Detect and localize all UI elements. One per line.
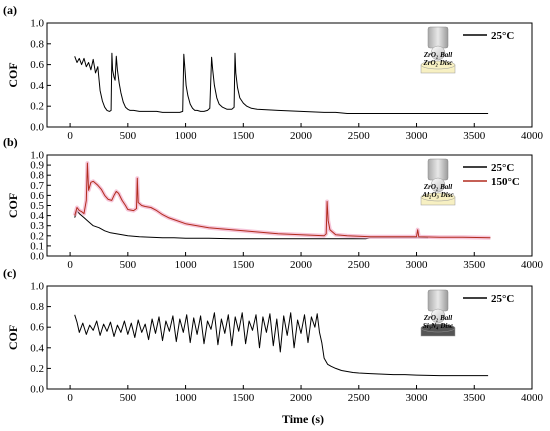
y-tick-label: 0.6 (30, 322, 44, 334)
legend-label: 25°C (491, 162, 514, 174)
series-line (74, 52, 489, 114)
y-tick-label: 0.0 (30, 122, 44, 134)
y-tick-label: 0.4 (30, 210, 44, 222)
panel-c: (c) 0.0 0.2 0.4 0.6 0.8 1.0 0 500 1000 1500 2000 250… (3, 266, 544, 404)
x-tick-label: 1500 (232, 130, 255, 142)
panel-b: (b) 0.00.10.20.30.40.50.60.70.80.91.0 0 500… (3, 135, 544, 271)
y-tick-label: 0.1 (30, 240, 44, 252)
x-tick-label: 1000 (175, 259, 198, 271)
series-line (74, 162, 491, 239)
x-axis-title: Time (s) (282, 412, 324, 426)
x-tick-label: 4000 (521, 259, 544, 271)
plot-frame (46, 285, 533, 390)
x-tick-label: 3000 (406, 259, 429, 271)
inset-disc-label: ZrO₂ Disc (422, 59, 452, 67)
legend-label: 25°C (491, 293, 514, 305)
plot-frame (46, 154, 533, 257)
inset-ball-label: ZrO₂ Ball (423, 314, 452, 322)
series-line (74, 210, 429, 240)
y-tick-label: 0.6 (30, 59, 44, 71)
y-tick-label: 0.3 (30, 220, 44, 232)
y-tick-label: 1.0 (30, 150, 44, 162)
series-line (74, 312, 489, 377)
y-tick-label: 0.2 (30, 363, 44, 375)
y-tick-label: 0.0 (30, 384, 44, 396)
panel-label: (c) (3, 266, 16, 280)
x-tick-label: 2000 (290, 259, 313, 271)
x-tick-label: 0 (67, 259, 73, 271)
x-tick-label: 2000 (290, 130, 313, 142)
x-tick-label: 3500 (463, 259, 486, 271)
y-tick-label: 0.6 (30, 190, 44, 202)
x-tick-label: 0 (67, 392, 73, 404)
x-tick-label: 3000 (406, 130, 429, 142)
inset-disc-label: Al₂O₃ Disc (421, 191, 453, 199)
x-tick-label: 500 (120, 259, 137, 271)
x-tick-label: 1500 (232, 392, 255, 404)
y-axis-title: COF (6, 62, 20, 87)
y-tick-label: 0.8 (30, 170, 44, 182)
x-tick-label: 4000 (521, 392, 544, 404)
y-tick-label: 0.8 (30, 38, 44, 50)
x-tick-label: 2500 (348, 130, 371, 142)
y-tick-label: 1.0 (30, 18, 44, 30)
x-tick-label: 500 (120, 392, 137, 404)
ball-icon (430, 308, 446, 324)
inset-disc-label: Si₃N₄ Disc (423, 322, 453, 330)
inset-ball-label: ZrO₂ Ball (423, 183, 452, 191)
x-tick-label: 2500 (348, 392, 371, 404)
disc-top (420, 60, 456, 70)
inset-ball-label: ZrO₂ Ball (423, 51, 452, 59)
x-tick-label: 1000 (175, 392, 198, 404)
y-tick-label: 0.2 (30, 101, 44, 113)
x-tick-label: 2000 (290, 392, 313, 404)
y-tick-label: 0.0 (30, 251, 44, 263)
panel-a: (a) 0.0 0.2 0.4 0.6 0.8 1.0 0 500 1000 1500 2000 250… (3, 3, 544, 142)
x-tick-label: 0 (67, 130, 73, 142)
y-axis-title: COF (6, 193, 20, 218)
y-tick-label: 0.2 (30, 230, 44, 242)
x-tick-label: 2500 (348, 259, 371, 271)
pin-icon (427, 158, 449, 181)
y-tick-label: 0.8 (30, 301, 44, 313)
plot-frame (46, 22, 533, 128)
y-tick-label: 0.4 (30, 342, 44, 354)
x-tick-label: 1000 (175, 130, 198, 142)
disc-top (420, 192, 456, 202)
y-tick-label: 0.5 (30, 200, 44, 212)
y-axis-title: COF (6, 325, 20, 350)
x-tick-label: 3000 (406, 392, 429, 404)
legend-label: 150°C (491, 176, 520, 188)
disc-top (420, 323, 456, 333)
pin-icon (427, 289, 449, 312)
x-tick-label: 1500 (232, 259, 255, 271)
x-tick-label: 3500 (463, 130, 486, 142)
x-tick-label: 500 (120, 130, 137, 142)
pin-icon (427, 26, 449, 49)
panel-label: (a) (3, 3, 17, 17)
y-tick-label: 0.9 (30, 160, 44, 172)
x-tick-label: 3500 (463, 392, 486, 404)
ball-icon (430, 45, 446, 61)
ball-icon (430, 177, 446, 193)
legend-label: 25°C (491, 30, 514, 42)
y-tick-label: 0.7 (30, 180, 44, 192)
x-tick-label: 4000 (521, 130, 544, 142)
panel-label: (b) (3, 135, 18, 149)
y-tick-label: 0.4 (30, 80, 44, 92)
y-tick-label: 1.0 (30, 281, 44, 293)
